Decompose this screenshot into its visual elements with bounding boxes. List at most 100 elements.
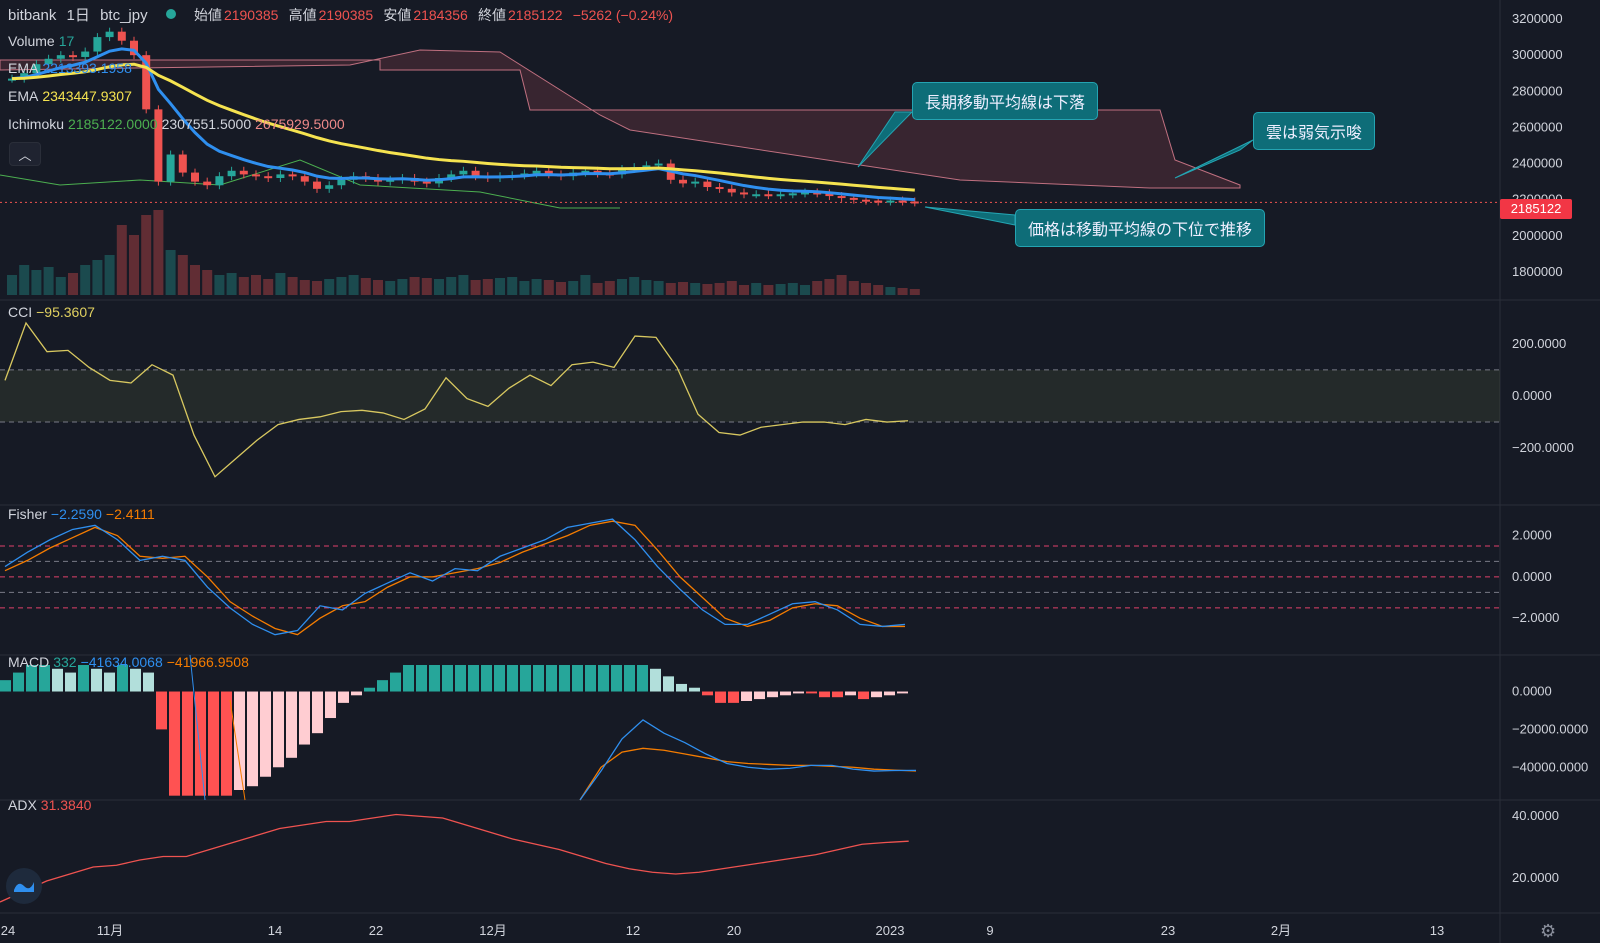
volume-bar bbox=[678, 282, 688, 295]
volume-bar bbox=[348, 275, 359, 295]
x-tick-label: 2月 bbox=[1271, 923, 1291, 938]
volume-bar bbox=[202, 270, 213, 295]
volume-bar bbox=[836, 275, 847, 295]
candle-body bbox=[422, 181, 431, 184]
chevron-up-icon: ︿ bbox=[18, 147, 32, 163]
candle-body bbox=[56, 55, 65, 59]
cci-legend[interactable]: CCI −95.3607 bbox=[8, 304, 99, 320]
macd-histogram-bar bbox=[806, 691, 817, 694]
x-tick-label: 20 bbox=[727, 923, 741, 938]
macd-histogram-bar bbox=[195, 691, 206, 796]
volume-bar bbox=[495, 278, 505, 295]
candle-body bbox=[727, 188, 736, 193]
candle-body bbox=[215, 176, 224, 186]
candle-body bbox=[105, 31, 114, 38]
candle-body bbox=[288, 174, 297, 177]
ema-long-legend[interactable]: EMA 2343447.9307 bbox=[8, 88, 136, 104]
ichimoku-value-3: 2675929.5000 bbox=[255, 116, 345, 132]
macd-histogram-bar bbox=[91, 668, 102, 692]
volume-bar bbox=[665, 283, 676, 295]
volume-bar bbox=[885, 287, 896, 295]
macd-histogram-bar bbox=[598, 665, 609, 692]
macd-histogram-bar bbox=[754, 691, 765, 700]
volume-bar bbox=[336, 277, 347, 295]
volume-bar bbox=[7, 275, 17, 295]
volume-legend[interactable]: Volume 17 bbox=[8, 33, 78, 49]
candle-body bbox=[178, 154, 187, 173]
macd-histogram-bar bbox=[52, 668, 63, 692]
fisher-legend[interactable]: Fisher −2.2590 −2.4111 bbox=[8, 506, 159, 522]
y-tick-label: 1800000 bbox=[1512, 264, 1563, 279]
candle-body bbox=[154, 109, 163, 182]
tradingview-logo[interactable] bbox=[6, 868, 42, 904]
macd-histogram-bar bbox=[247, 691, 258, 787]
volume-bar bbox=[360, 278, 371, 295]
annotation-long-ma[interactable]: 長期移動平均線は下落 bbox=[912, 82, 1099, 120]
candle-body bbox=[849, 197, 858, 200]
macd-histogram-bar bbox=[793, 691, 804, 694]
cci-band bbox=[0, 369, 1500, 423]
macd-histogram-bar bbox=[351, 691, 362, 696]
candle-body bbox=[837, 196, 846, 199]
y-tick-label: 2800000 bbox=[1512, 83, 1563, 98]
macd-histogram-bar bbox=[455, 665, 466, 692]
candle-body bbox=[910, 201, 919, 204]
macd-legend[interactable]: MACD 332 −41634.0068 −41966.9508 bbox=[8, 654, 253, 670]
volume-bar bbox=[165, 250, 176, 295]
collapse-legend-button[interactable]: ︿ bbox=[9, 142, 41, 166]
ema-short-legend[interactable]: EMA 2213393.1958 bbox=[8, 60, 136, 76]
y-tick-label: 20.0000 bbox=[1512, 870, 1559, 885]
volume-bar bbox=[873, 285, 884, 295]
macd-value-1: 332 bbox=[53, 654, 77, 670]
adx-value: 31.3840 bbox=[40, 797, 92, 813]
annotation-price[interactable]: 価格は移動平均線の下位で推移 bbox=[1015, 209, 1266, 247]
annotation-cloud[interactable]: 雲は弱気示唆 bbox=[1253, 112, 1376, 150]
macd-histogram-bar bbox=[104, 672, 115, 692]
macd-name: MACD bbox=[8, 654, 50, 670]
x-tick-label: 9 bbox=[986, 923, 993, 938]
macd-line bbox=[579, 719, 917, 801]
macd-histogram-bar bbox=[169, 691, 180, 796]
gear-icon[interactable]: ⚙ bbox=[1540, 921, 1557, 941]
volume-bar bbox=[775, 284, 786, 295]
candle-body bbox=[581, 170, 590, 173]
cci-name: CCI bbox=[8, 304, 33, 320]
volume-bar bbox=[226, 273, 237, 295]
ichimoku-value-2: 2307551.5000 bbox=[161, 116, 252, 132]
close-value: 2185122 bbox=[508, 7, 563, 23]
ichimoku-legend[interactable]: Ichimoku 2185122.0000 2307551.5000 2675929.… bbox=[8, 116, 349, 132]
candle-body bbox=[813, 192, 822, 195]
candle-body bbox=[44, 58, 53, 65]
fisher-name: Fisher bbox=[8, 506, 47, 522]
volume-bar bbox=[641, 280, 652, 295]
low-value: 2184356 bbox=[413, 7, 468, 23]
macd-histogram-bar bbox=[13, 672, 24, 692]
macd-histogram-bar bbox=[819, 691, 830, 698]
volume-bar bbox=[104, 255, 115, 295]
interval-label[interactable]: 1日 bbox=[66, 7, 90, 24]
candle-body bbox=[300, 176, 309, 182]
volume-bar bbox=[409, 277, 420, 295]
macd-histogram-bar bbox=[182, 691, 193, 796]
candle-body bbox=[471, 170, 480, 177]
open-label: 始値 bbox=[193, 7, 222, 23]
macd-histogram-bar bbox=[559, 665, 570, 692]
adx-legend[interactable]: ADX 31.3840 bbox=[8, 797, 95, 813]
macd-histogram-bar bbox=[403, 665, 414, 692]
ema-short-line bbox=[11, 47, 915, 202]
volume-bar bbox=[604, 281, 615, 295]
volume-bar bbox=[653, 281, 664, 295]
volume-bar bbox=[897, 288, 908, 295]
macd-histogram-bar bbox=[897, 691, 908, 694]
exchange-name[interactable]: bitbank bbox=[8, 7, 57, 24]
macd-histogram-bar bbox=[260, 691, 271, 777]
x-tick-label: 23 bbox=[1161, 923, 1175, 938]
ema-long-line bbox=[11, 62, 915, 192]
macd-histogram-bar bbox=[637, 665, 648, 692]
adx-line bbox=[0, 813, 909, 903]
symbol-label[interactable]: btc_jpy bbox=[100, 7, 148, 24]
macd-value-2: −41634.0068 bbox=[80, 654, 163, 670]
macd-histogram-bar bbox=[156, 691, 167, 730]
y-tick-label: 2600000 bbox=[1512, 119, 1563, 134]
